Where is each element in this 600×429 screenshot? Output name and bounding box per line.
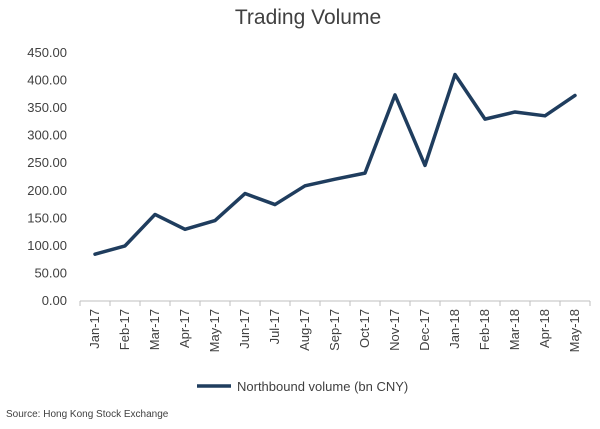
series-layer bbox=[93, 72, 577, 256]
x-tick-label: Oct-17 bbox=[357, 309, 372, 348]
x-tick-label: Feb-18 bbox=[477, 309, 492, 350]
y-tick-label: 100.00 bbox=[27, 238, 67, 253]
chart-title: Trading Volume bbox=[235, 6, 381, 29]
x-tick-label: May-18 bbox=[567, 309, 582, 352]
y-tick-label: 200.00 bbox=[27, 183, 67, 198]
y-tick-label: 400.00 bbox=[27, 73, 67, 88]
x-tick-label: Sep-17 bbox=[327, 309, 342, 351]
x-tick-label: Jan-18 bbox=[447, 309, 462, 349]
x-tick-label: Feb-17 bbox=[117, 309, 132, 350]
x-tick-label: Aug-17 bbox=[297, 309, 312, 351]
y-tick-label: 50.00 bbox=[34, 265, 67, 280]
x-tick-label: May-17 bbox=[207, 309, 222, 352]
x-tick-label: Dec-17 bbox=[417, 309, 432, 351]
x-tick-label: Mar-18 bbox=[507, 309, 522, 350]
x-tick-label: Jul-17 bbox=[267, 309, 282, 344]
x-tick-label: Nov-17 bbox=[387, 309, 402, 351]
legend: Northbound volume (bn CNY) bbox=[197, 379, 408, 394]
y-tick-label: 150.00 bbox=[27, 210, 67, 225]
x-tick-label: Jun-17 bbox=[237, 309, 252, 349]
x-tick-label: Apr-18 bbox=[537, 309, 552, 348]
x-axis: Jan-17 Feb-17 Mar-17 Apr-17 May-17 Jun-17 Jul-… bbox=[79, 300, 591, 352]
series-line bbox=[93, 72, 577, 256]
x-tick-label: Mar-17 bbox=[147, 309, 162, 350]
legend-label: Northbound volume (bn CNY) bbox=[237, 379, 408, 394]
y-tick-label: 350.00 bbox=[27, 100, 67, 115]
y-tick-label: 300.00 bbox=[27, 128, 67, 143]
y-tick-label: 250.00 bbox=[27, 155, 67, 170]
y-tick-label: 0.00 bbox=[42, 293, 67, 308]
x-tick-label: Jan-17 bbox=[87, 309, 102, 349]
y-tick-label: 450.00 bbox=[27, 45, 67, 60]
x-tick-label: Apr-17 bbox=[177, 309, 192, 348]
y-axis: 0.00 50.00 100.00 150.00 200.00 250.00 300.00 3… bbox=[27, 45, 67, 308]
source-note: Source: Hong Kong Stock Exchange bbox=[6, 409, 169, 420]
